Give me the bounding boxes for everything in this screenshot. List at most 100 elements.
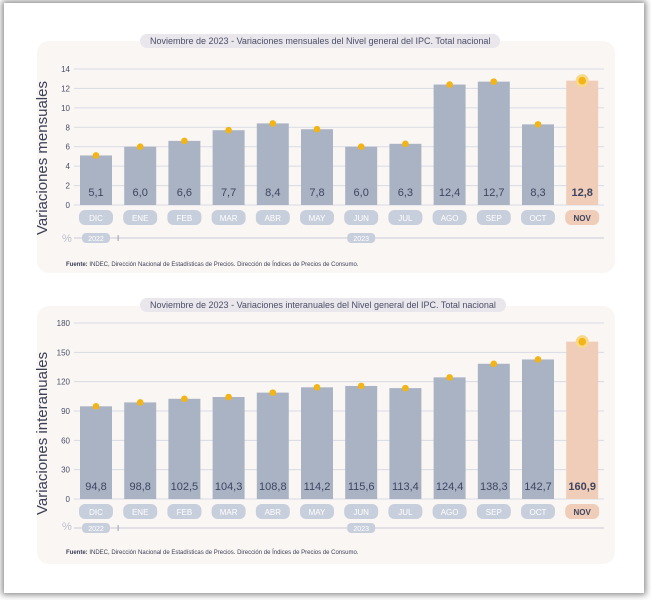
monthly-bar [477, 81, 510, 205]
monthly-y-axis-label: Variaciones mensuales [34, 81, 51, 235]
annual-x-tick-label: SEP [486, 508, 502, 517]
annual-data-label: 114,2 [304, 481, 331, 493]
annual-source-note: Fuente: INDEC, Dirección Nacional de Est… [66, 550, 358, 556]
monthly-year-label: 2023 [353, 236, 369, 243]
annual-dot [490, 360, 498, 368]
annual-x-tick-label: AGO [441, 508, 459, 517]
monthly-category-pill [344, 210, 379, 225]
monthly-data-label: 6,3 [398, 187, 413, 199]
annual-x-tick-label: JUN [353, 508, 369, 517]
monthly-category-pill [255, 210, 290, 225]
monthly-y-tick-label: 0 [66, 201, 71, 210]
monthly-dot [181, 137, 188, 145]
monthly-x-tick-label: SEP [486, 214, 502, 223]
monthly-source-label: Fuente: [66, 262, 88, 268]
monthly-dot [357, 143, 365, 151]
monthly-x-tick-label: NOV [574, 214, 592, 223]
monthly-y-tick-label: 14 [61, 65, 70, 74]
annual-x-tick-label: FEB [177, 508, 193, 517]
annual-x-tick-label: MAY [309, 508, 326, 517]
monthly-data-label: 8,3 [530, 187, 545, 199]
monthly-data-label: 5,1 [88, 187, 103, 199]
monthly-title-date: Noviembre de 2023 [150, 36, 229, 46]
annual-chart-title: Noviembre de 2023 - Variaciones interanu… [140, 298, 506, 312]
annual-data-label: 138,3 [480, 481, 508, 493]
monthly-x-tick-label: JUN [353, 214, 369, 223]
annual-x-tick-label: NOV [574, 508, 592, 517]
monthly-dot [269, 120, 277, 127]
annual-dot [534, 356, 542, 363]
annual-y-tick-label: 120 [57, 378, 71, 387]
annual-bar [389, 388, 422, 499]
annual-bar [477, 363, 510, 499]
annual-dot [313, 384, 321, 391]
monthly-y-tick-label: 6 [66, 143, 71, 152]
annual-y-axis-label: Variaciones interanuales [34, 351, 51, 515]
annual-dot [357, 382, 365, 390]
monthly-data-label: 6,0 [354, 187, 369, 199]
monthly-dot [446, 81, 453, 88]
annual-dot [446, 374, 453, 381]
annual-data-label: 102,5 [171, 481, 199, 493]
monthly-bar [256, 123, 289, 205]
monthly-chart: 0 2 4 6 8 10 12 14 5,1 6,0 6,6 7,7 8,4 7,8 6,0 6,3 12,4 1… [61, 65, 604, 245]
annual-bar [301, 387, 333, 499]
annual-data-label: 113,4 [392, 481, 419, 493]
monthly-bar [345, 146, 378, 205]
annual-year-pill [347, 523, 376, 533]
annual-y-tick-label: 0 [66, 495, 71, 504]
monthly-data-label: 7,8 [309, 187, 324, 199]
annual-category-pill [167, 504, 202, 519]
monthly-dot [534, 121, 542, 128]
annual-category-pill [79, 504, 113, 519]
annual-category-pill [476, 504, 511, 519]
annual-data-label: 160,9 [568, 481, 596, 493]
annual-year-label: 2023 [353, 526, 369, 533]
annual-unit-label: % [62, 521, 72, 533]
monthly-chart-title: Noviembre de 2023 - Variaciones mensuale… [140, 34, 501, 48]
monthly-year-label: 2022 [88, 236, 104, 243]
annual-y-tick-label: 180 [57, 319, 71, 328]
annual-bar [212, 397, 245, 499]
monthly-data-label: 12,8 [571, 187, 592, 199]
annual-data-label: 98,8 [129, 481, 150, 493]
annual-dot [578, 337, 586, 346]
annual-x-tick-label: DIC [89, 508, 103, 517]
monthly-dot [92, 152, 100, 159]
annual-category-pill [344, 504, 379, 519]
annual-year-label: 2022 [88, 526, 104, 533]
monthly-category-pill [300, 210, 334, 225]
annual-source-label: Fuente: [66, 550, 88, 556]
monthly-dot [225, 126, 232, 134]
monthly-unit-label: % [62, 233, 72, 245]
monthly-y-tick-label: 8 [66, 123, 71, 132]
monthly-data-label: 12,4 [439, 187, 460, 199]
monthly-y-tick-label: 4 [66, 162, 71, 171]
annual-bar [168, 398, 201, 499]
monthly-x-tick-label: ENE [132, 214, 148, 223]
annual-y-tick-label: 60 [61, 436, 70, 445]
annual-dot [136, 399, 144, 406]
monthly-x-tick-label: MAR [220, 214, 238, 223]
monthly-data-label: 6,6 [177, 187, 192, 199]
annual-y-tick-label: 90 [61, 407, 70, 416]
annual-year-pill [82, 523, 110, 533]
monthly-y-tick-label: 2 [66, 182, 71, 191]
monthly-source-note: Fuente: INDEC, Dirección Nacional de Est… [66, 262, 358, 268]
annual-title-date: Noviembre de 2023 [150, 300, 229, 310]
monthly-data-label: 12,7 [483, 187, 504, 199]
monthly-category-pill [79, 210, 113, 225]
annual-bar [433, 377, 466, 499]
annual-dot [181, 395, 188, 403]
annual-category-pill [300, 504, 334, 519]
annual-category-pill [521, 504, 555, 519]
annual-category-pill [432, 504, 467, 519]
monthly-x-tick-label: AGO [441, 214, 459, 223]
annual-data-label: 142,7 [524, 481, 552, 493]
monthly-bar [389, 143, 422, 205]
annual-bar [345, 385, 378, 499]
annual-category-pill [565, 504, 600, 519]
annual-data-label: 115,6 [348, 481, 375, 493]
monthly-category-pill [476, 210, 511, 225]
monthly-bar [212, 130, 245, 205]
